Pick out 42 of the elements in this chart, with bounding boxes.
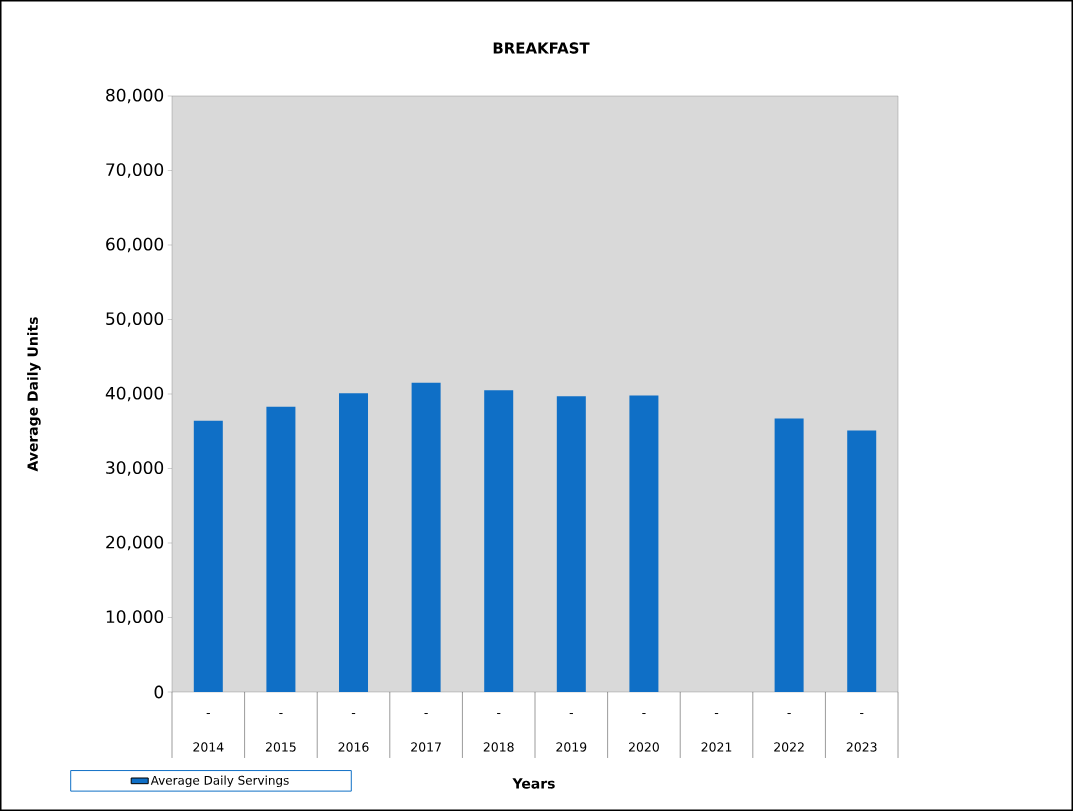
chart-title: BREAKFAST [493,42,590,54]
y-axis-title: Average Daily Units [27,317,41,472]
y-tick-label: 20,000 [106,535,164,551]
y-tick-label: 60,000 [106,237,164,253]
bar [411,382,441,692]
bar [774,418,804,692]
text: - [714,713,719,715]
data-label: - [787,713,791,715]
x-tick-label: 2015 [265,742,296,752]
y-tick-label: 50,000 [106,312,164,327]
x-tick-label: 2019 [556,742,587,752]
data-label: - [497,713,501,715]
data-label: - [569,713,573,715]
y-tick-label: 10,000 [106,610,164,625]
legend-label: Average Daily Servings [150,775,289,788]
x-tick-label: 2018 [483,742,514,752]
bar [266,406,296,692]
bar [847,430,877,692]
y-tick-label: 30,000 [106,461,164,476]
x-tick-label: 2020 [628,742,659,752]
x-axis-title: Years [512,778,555,789]
y-tick-label: 0 [154,685,164,699]
y-tick-label: 70,000 [106,163,164,178]
bar [339,393,369,692]
data-label: - [860,713,864,715]
x-tick-label: 2017 [411,742,441,752]
data-label: - [351,713,356,715]
x-tick-label: 2016 [338,742,369,752]
bar [556,396,586,692]
x-tick-label: 2021 [701,742,732,752]
bar [193,420,223,692]
bar [484,390,514,692]
y-tick-label: 80,000 [106,88,164,104]
data-label: - [206,713,210,715]
x-tick-label: 2022 [774,742,804,752]
data-label: - [279,713,283,715]
bar [629,395,659,692]
data-label: - [424,713,428,715]
y-tick-label: 40,000 [105,386,164,402]
x-tick-label: 2023 [846,742,877,752]
data-label: - [642,713,646,715]
x-tick-label: 2014 [193,742,224,752]
